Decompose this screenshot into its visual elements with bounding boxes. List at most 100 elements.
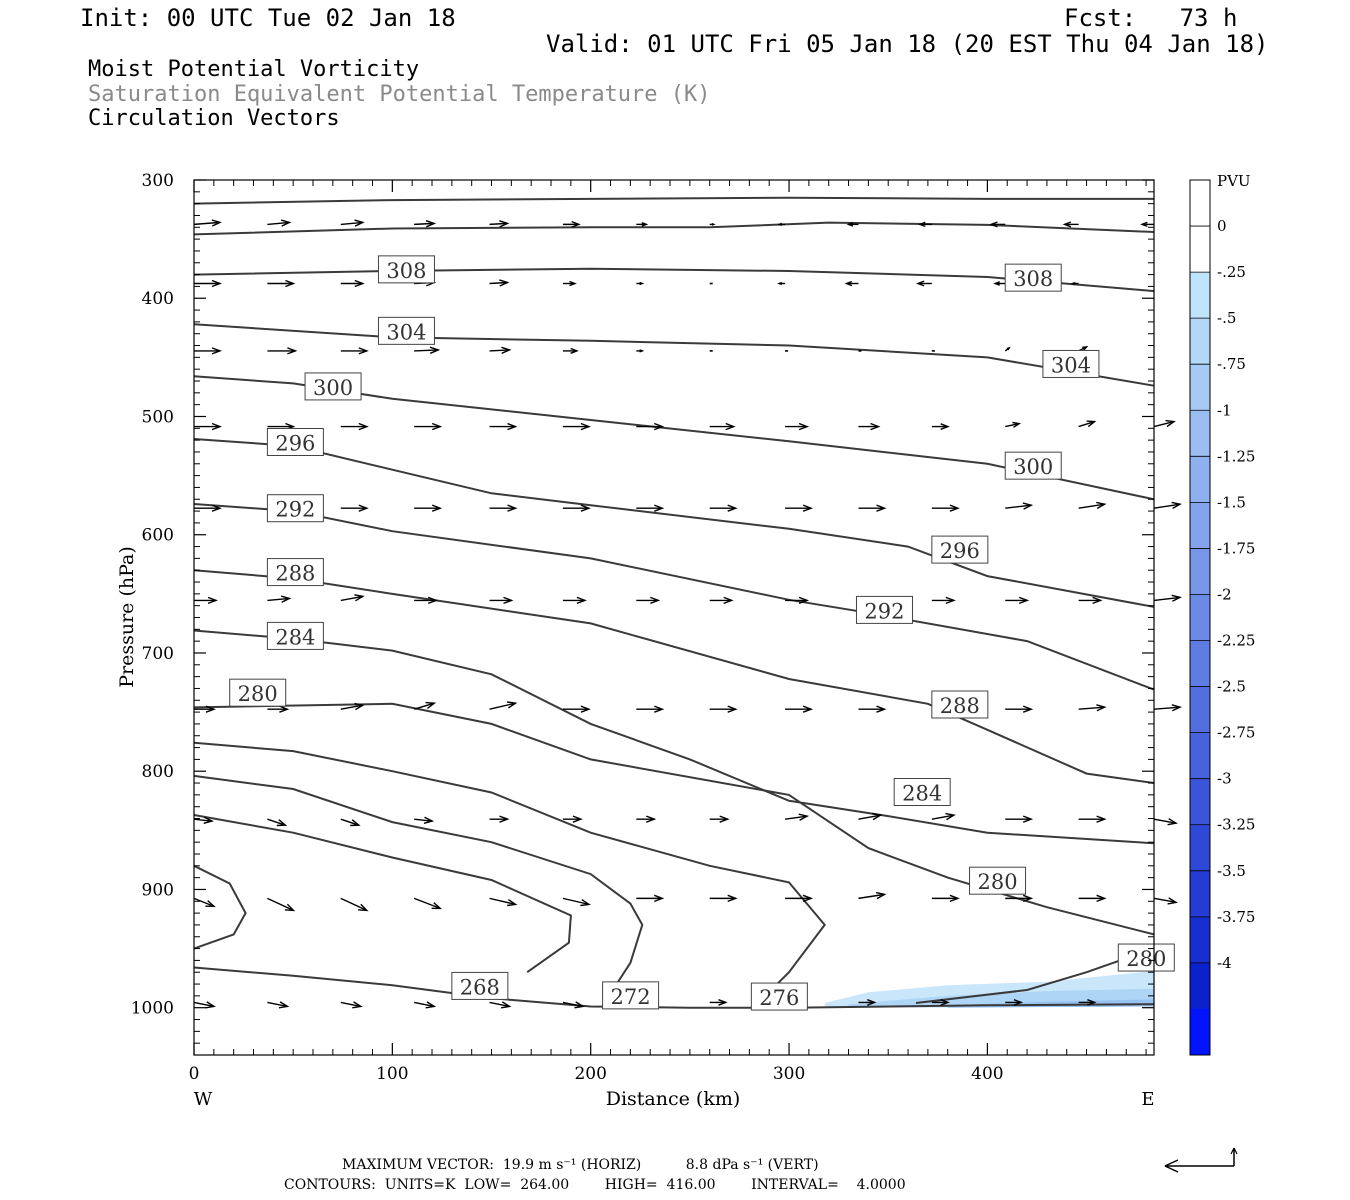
vector-shaft [413,702,435,710]
vector-head [580,504,591,512]
vector-head [802,894,814,903]
vector-head [711,223,716,226]
contour-label: 296 [940,539,980,563]
contour-label-box [266,494,324,523]
vector-head [431,422,443,431]
x-tick-label: 300 [773,1064,805,1084]
vector-shaft [858,814,881,820]
circulation-vector [562,422,591,431]
colorbar-swatch [1190,686,1210,734]
vector-head [915,280,925,287]
colorbar-label: -3.25 [1217,816,1255,834]
colorbar-label: -1.5 [1217,493,1246,511]
vector-shaft [267,818,286,826]
circulation-vector [931,504,960,512]
vector-shaft [489,897,516,906]
vector-head [205,900,216,908]
vector-shaft [1153,503,1181,509]
vector-head [870,422,881,431]
vector-head [431,902,443,910]
colorbar-swatch [1190,502,1210,549]
y-tick-label: 400 [142,289,174,309]
vector-shaft [340,1001,361,1008]
vector-head [576,596,587,605]
vector-shaft [340,704,363,710]
circulation-vector [785,422,810,431]
colorbar-swatch [1190,364,1210,411]
plot-frame [193,179,1155,1056]
contour-line-304 [193,323,1155,387]
vector-shaft [193,221,221,226]
vector-head [500,1001,512,1009]
vector-head [278,1001,290,1009]
circulation-vector [193,1001,216,1009]
circulation-vector [194,347,222,355]
y-tick-label: 800 [142,762,174,782]
circulation-vector [1004,346,1011,352]
circulation-vector [931,894,960,903]
circulation-vector [709,815,730,823]
vector-head [1013,999,1024,1006]
circulation-vector [562,220,581,228]
vector-head [1171,704,1182,712]
circulation-vector [194,504,222,512]
vector-head [1092,596,1103,605]
vector-head [1022,815,1034,823]
circulation-vector [1005,596,1030,605]
colorbar-title: PVU [1217,172,1251,190]
circulation-vector [858,422,881,431]
colorbar-label: -3 [1217,770,1232,788]
vector-head [1086,420,1097,428]
vector-head [354,279,365,288]
circulation-vector [267,219,292,227]
contour-label: 300 [313,376,353,400]
contour-label-box [1004,263,1062,292]
circulation-vector [267,818,288,827]
y-tick-label: 900 [142,880,174,900]
vector-head [1022,894,1034,903]
vector-head [639,281,645,286]
contour-label-box [266,621,324,650]
circulation-vector [413,897,443,910]
circulation-vector [340,594,365,602]
vector-shaft [414,1001,435,1008]
vector-shaft [489,222,508,226]
circulation-vector [414,220,437,228]
circulation-vector [489,279,510,287]
circulation-vector [915,280,932,287]
y-tick-label: 300 [142,171,174,191]
circulation-vector [709,504,738,512]
vector-head [429,346,441,354]
vector-head [727,705,738,713]
vector-head [574,1001,585,1009]
vector-head [940,423,950,430]
circulation-vector [785,596,810,605]
vector-head [354,219,365,227]
vector-head [280,219,292,227]
colorbar-swatch [1190,732,1210,780]
vector-head [501,346,512,354]
vector-head [989,221,998,228]
vector-head [654,705,665,713]
circulation-vector [489,346,512,354]
circulation-vector [1153,704,1182,712]
circulation-vector [562,897,591,907]
circulation-vector [1078,815,1107,823]
circulation-vector [931,423,950,430]
vector-head [499,220,510,228]
vector-head [650,596,661,605]
init-time: Init: 00 UTC Tue 02 Jan 18 [80,4,456,32]
contour-label-box [931,690,989,719]
vector-head [580,899,591,907]
circulation-vector [340,702,365,711]
circulation-vector [785,894,814,903]
colorbar-label: -.25 [1217,263,1246,281]
vector-shaft [489,702,516,710]
circulation-vector [636,504,665,512]
colorbar-label: -1.25 [1217,447,1255,465]
vector-head [654,422,665,431]
vector-shaft [562,1001,584,1008]
contour-label: 304 [386,320,426,344]
vector-shaft [1153,897,1177,904]
circulation-vector [562,705,591,713]
